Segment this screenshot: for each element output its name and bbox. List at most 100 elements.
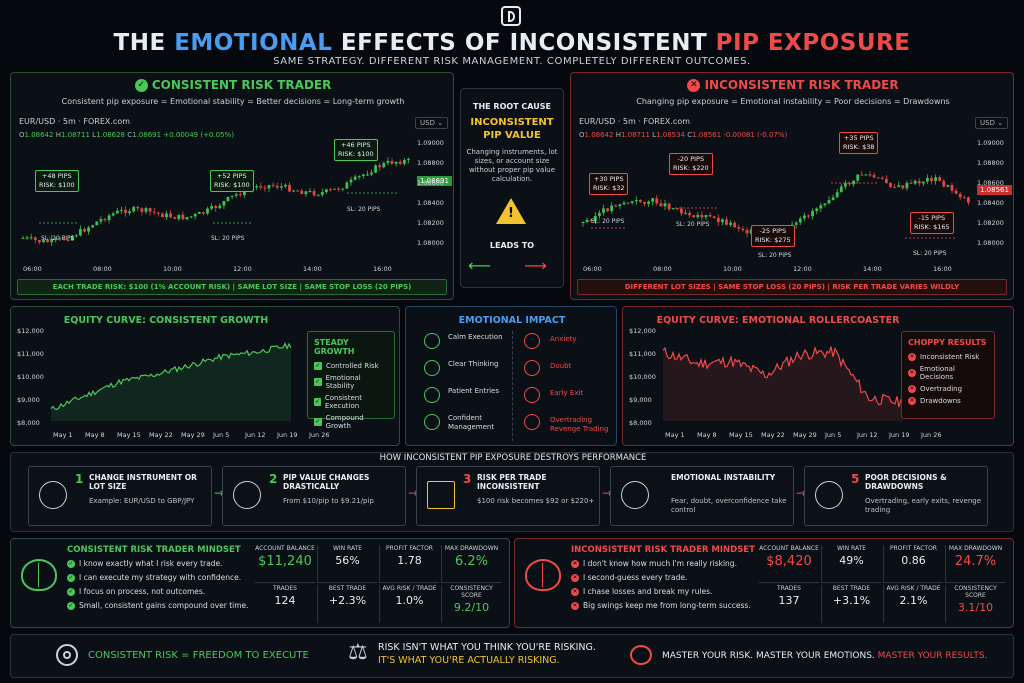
mindset-item: ✕ Big swings keep me from long-term succe… [571, 601, 751, 610]
candle [839, 183, 843, 193]
candle [275, 182, 279, 190]
candle [103, 217, 107, 222]
emotion-bad-label: Doubt [550, 362, 572, 370]
candle [79, 225, 82, 237]
candle [639, 199, 642, 203]
stat-label: ACCOUNT BALANCE [759, 545, 819, 552]
stat-label: WIN RATE [332, 545, 363, 552]
candle [684, 209, 687, 215]
x-axis-tick: 12:00 [793, 265, 812, 273]
y-axis-tick: $8,000 [17, 419, 40, 427]
stat-cell: AVG RISK / TRADE 2.1% [883, 585, 943, 623]
root-cause-panel [460, 88, 564, 288]
y-axis-tick: $11,000 [629, 350, 656, 358]
arrow-left-icon: ⟵ [468, 256, 491, 275]
candle [271, 182, 275, 188]
candle [238, 192, 242, 197]
y-axis-tick: 1.08400 [977, 199, 1004, 207]
currency-cycle-icon [233, 481, 261, 509]
candle [950, 182, 954, 194]
candle [296, 189, 300, 192]
y-axis-tick: $12,000 [629, 327, 656, 335]
candle [962, 195, 966, 199]
x-icon: ✕ [908, 353, 916, 361]
stat-value: 24.7% [954, 554, 997, 569]
candle [136, 205, 140, 212]
stat-label: PROFIT FACTOR [890, 545, 937, 552]
logo-icon [501, 6, 521, 26]
candle [700, 211, 704, 221]
x-axis-tick: Jun 19 [889, 431, 910, 439]
currency-select[interactable]: USD ⌄ [975, 117, 1009, 129]
inconsistent-trader-panel: ✕ INCONSISTENT RISK TRADER Changing pip … [570, 72, 1014, 300]
y-axis-tick: $11,000 [17, 350, 44, 358]
candle [606, 207, 609, 213]
candle [304, 190, 308, 197]
candle [33, 236, 37, 244]
candle [70, 234, 74, 242]
trade-label-1: +30 PIPS RISK: $32 [589, 173, 629, 195]
candle [333, 188, 336, 190]
emotion-bad-label: Anxiety [550, 335, 577, 343]
candle [386, 157, 390, 166]
stat-cell: MAX DRAWDOWN 24.7% [945, 545, 1005, 583]
candle [407, 157, 410, 164]
candle [148, 207, 152, 216]
x-axis-tick: 12:00 [233, 265, 252, 273]
calm-face-icon [424, 333, 440, 349]
x-axis-tick: May 29 [793, 431, 817, 439]
x-axis-tick: Jun 12 [245, 431, 266, 439]
chart-symbol: EUR/USD · 5m · FOREX.com [19, 117, 131, 126]
candle [218, 203, 222, 210]
x-axis-tick: 16:00 [373, 265, 392, 273]
candle [267, 184, 271, 193]
stat-cell: MAX DRAWDOWN 6.2% [441, 545, 501, 583]
emotional-impact-title: EMOTIONAL IMPACT [458, 315, 566, 326]
candle [193, 212, 197, 220]
candle [74, 234, 78, 238]
candle [618, 203, 622, 209]
candle [954, 188, 958, 195]
candle [913, 179, 917, 185]
candle [173, 216, 177, 220]
candle [374, 164, 377, 174]
candle [25, 235, 29, 240]
candle [370, 169, 373, 177]
equity-inconsistent-title: EQUITY CURVE: EMOTIONAL ROLLERCOASTER [656, 315, 900, 326]
candle [349, 176, 353, 186]
candle [581, 221, 585, 227]
trade-label-2: +52 PIPS RISK: $100 [210, 170, 254, 192]
stat-value: +2.3% [328, 594, 367, 607]
candle [848, 181, 851, 187]
mindset-item: ✓ Small, consistent gains compound over t… [67, 601, 249, 610]
candle [729, 220, 732, 227]
candle [897, 181, 901, 188]
mindset-item: ✕ I second-guess every trade. [571, 573, 688, 582]
stat-value: 3.1/10 [957, 601, 994, 614]
candle [938, 175, 942, 182]
x-icon: ✕ [571, 601, 579, 610]
stat-value: 124 [274, 594, 296, 607]
y-axis-tick: $9,000 [17, 396, 40, 404]
stat-value: $8,420 [766, 554, 812, 569]
equity-line-chart [662, 345, 904, 421]
mindset-item: ✕ I chase losses and break my rules. [571, 587, 713, 596]
currency-select[interactable]: USD ⌄ [415, 117, 449, 129]
stat-cell: ACCOUNT BALANCE $8,420 [759, 545, 819, 583]
candle [602, 204, 605, 216]
stat-label: CONSISTENCY SCORE [954, 585, 997, 599]
x-icon: ✕ [908, 369, 916, 377]
candle [284, 183, 287, 189]
candle [279, 182, 283, 191]
flow-step-number: 2 [269, 472, 278, 486]
dice-icon [524, 414, 540, 430]
left-candle-chart [21, 157, 410, 246]
candle [312, 188, 316, 197]
candle [745, 227, 749, 238]
y-axis-tick: 1.08800 [417, 159, 444, 167]
shield-check-icon [424, 414, 440, 430]
candle [721, 218, 724, 226]
stat-label: MAX DRAWDOWN [444, 545, 499, 552]
x-axis-tick: May 15 [117, 431, 141, 439]
candle [930, 175, 933, 185]
